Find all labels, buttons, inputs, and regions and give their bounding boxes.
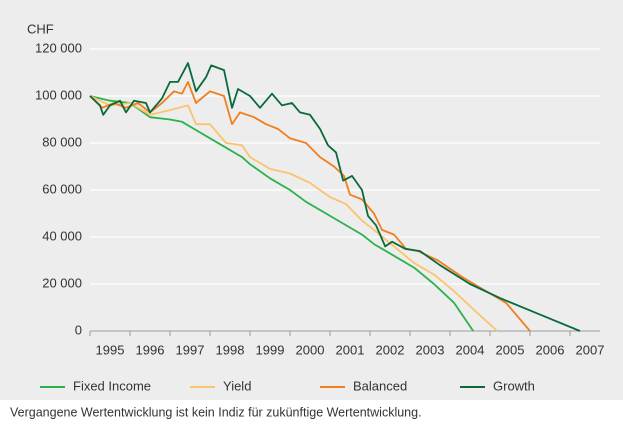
x-tick-label: 1997	[176, 342, 205, 357]
y-tick-label: 0	[75, 322, 82, 337]
y-tick-label: 20 000	[42, 275, 82, 290]
x-tick-label: 2002	[376, 342, 405, 357]
chart-background	[0, 0, 623, 400]
x-tick-label: 2005	[496, 342, 525, 357]
line-series	[89, 62, 581, 332]
footnote: Vergangene Wertentwicklung ist kein Indi…	[10, 405, 422, 419]
x-tick-label: 1998	[216, 342, 245, 357]
x-tick-label: 2004	[456, 342, 485, 357]
line-series	[89, 95, 474, 332]
x-tick-label: 2000	[296, 342, 325, 357]
x-tick-label: 1996	[136, 342, 165, 357]
y-tick-label: 40 000	[42, 228, 82, 243]
y-tick-label: 80 000	[42, 134, 82, 149]
x-tick-label: 2007	[576, 342, 605, 357]
legend-label: Growth	[493, 378, 535, 393]
x-tick-label: 1999	[256, 342, 285, 357]
legend-label: Balanced	[353, 378, 407, 393]
x-tick-label: 2001	[336, 342, 365, 357]
legend-label: Fixed Income	[73, 378, 151, 393]
y-axis-label: CHF	[27, 21, 54, 36]
legend-label: Yield	[223, 378, 251, 393]
x-tick-label: 2003	[416, 342, 445, 357]
x-tick-label: 1995	[96, 342, 125, 357]
y-tick-label: 100 000	[35, 87, 82, 102]
x-tick-label: 2006	[536, 342, 565, 357]
y-tick-label: 60 000	[42, 181, 82, 196]
y-tick-label: 120 000	[35, 40, 82, 55]
line-series	[89, 95, 498, 332]
